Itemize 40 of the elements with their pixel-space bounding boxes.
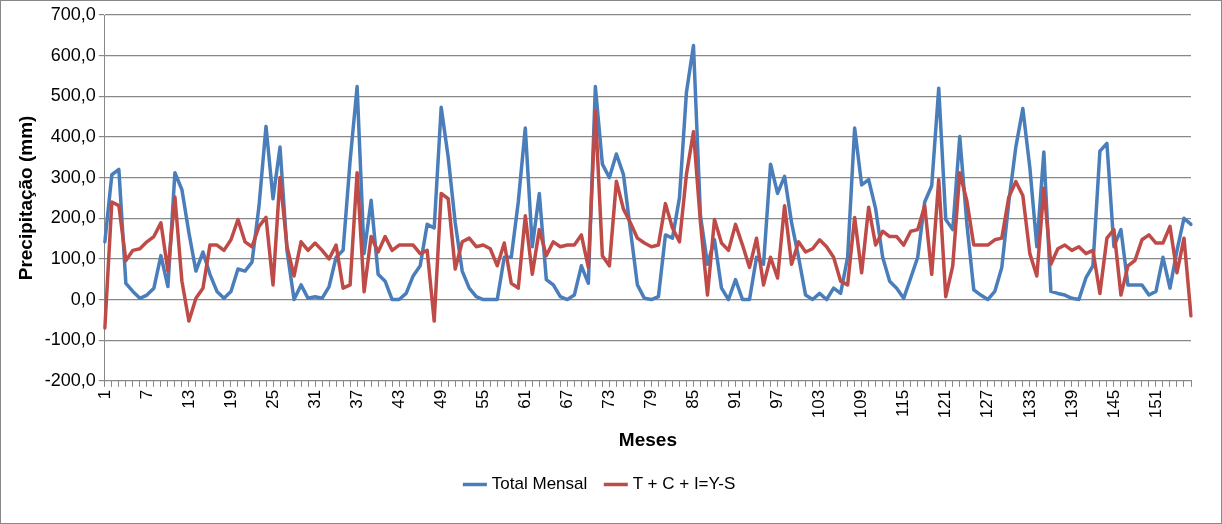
x-tick-label: 139: [1061, 389, 1081, 419]
y-tick-label: -100,0: [44, 329, 96, 350]
legend-label: Total Mensal: [491, 474, 588, 494]
y-axis-title: Precipitação (mm): [14, 115, 36, 281]
y-tick-label: 200,0: [50, 207, 96, 228]
x-tick-label: 31: [304, 389, 324, 409]
x-tick-label: 115: [893, 389, 913, 417]
x-tick-label: 121: [935, 389, 955, 419]
x-tick-label: 7: [136, 389, 156, 400]
x-tick-label: 13: [178, 389, 198, 409]
x-tick-label: 97: [767, 389, 787, 409]
x-tick-label: 133: [1019, 389, 1039, 419]
y-tick-label: 400,0: [50, 125, 96, 146]
x-tick-label: 79: [641, 389, 661, 409]
x-tick-label: 55: [472, 389, 492, 409]
x-tick-label: 91: [725, 389, 745, 409]
y-tick-label: 500,0: [50, 85, 96, 106]
x-tick-label: 25: [262, 389, 282, 409]
x-tick-label: 127: [977, 389, 997, 419]
x-tick-label: 103: [809, 389, 829, 419]
x-tick-label: 37: [346, 389, 366, 409]
x-tick-label: 19: [220, 389, 240, 409]
x-tick-label: 151: [1145, 389, 1165, 419]
legend-label: T + C + I=Y-S: [632, 474, 736, 494]
y-tick-label: 600,0: [50, 44, 96, 65]
y-tick-label: 300,0: [50, 166, 96, 187]
x-tick-label: 43: [388, 389, 408, 409]
x-tick-label: 145: [1103, 389, 1123, 419]
y-tick-label: 700,0: [50, 3, 96, 24]
x-tick-label: 49: [430, 389, 450, 409]
x-tick-label: 85: [683, 389, 703, 409]
x-tick-label: 73: [599, 389, 619, 409]
x-tick-label: 61: [514, 389, 534, 409]
x-axis-title: Meses: [618, 428, 677, 450]
x-tick-label: 1: [94, 389, 114, 400]
y-tick-label: -200,0: [44, 369, 96, 390]
y-tick-label: 100,0: [50, 247, 96, 268]
x-tick-label: 67: [557, 389, 577, 409]
y-tick-label: 0,0: [70, 288, 96, 309]
x-tick-label: 109: [851, 389, 871, 419]
